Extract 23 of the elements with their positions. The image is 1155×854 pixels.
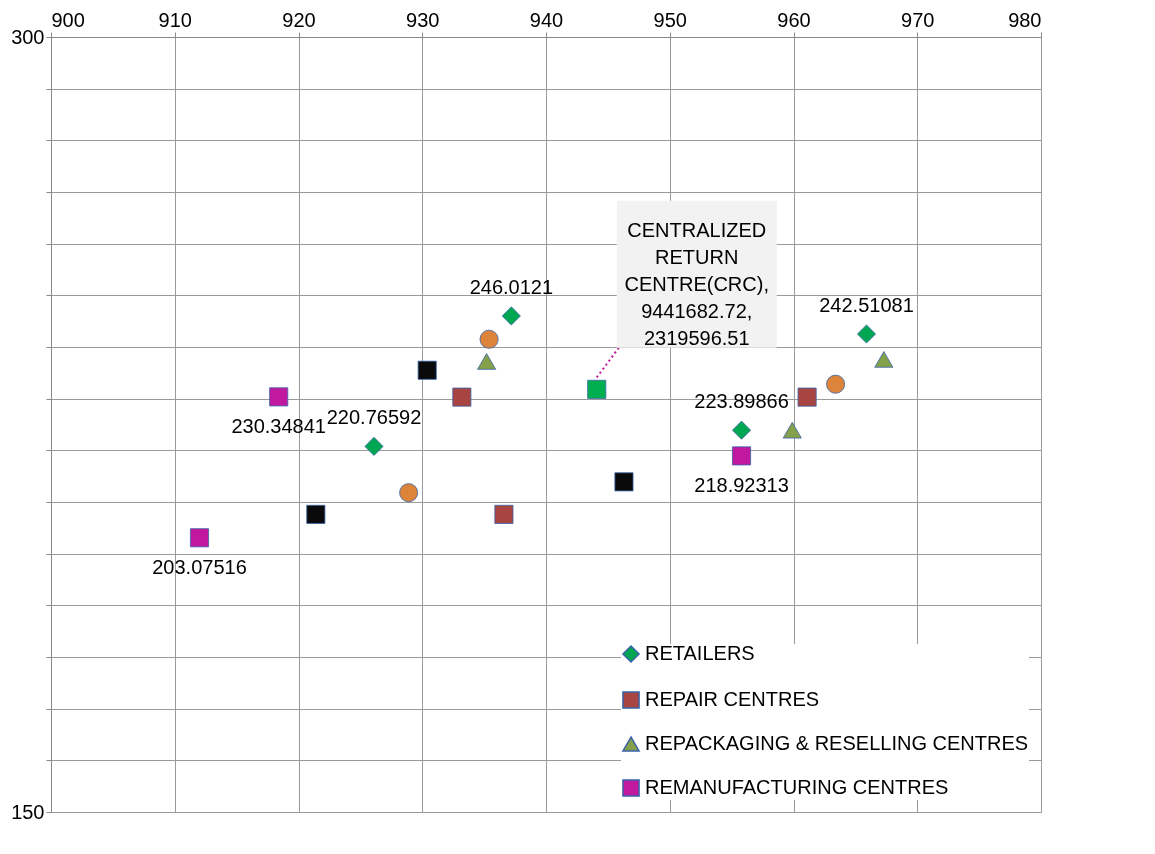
x-tick-label: 960 [777,8,811,31]
legend-label: REPACKAGING & RESELLING CENTRES [645,732,1029,754]
y-tick-label: 150 [11,800,45,823]
data-label: 220.76592 [326,406,422,429]
x-tick-label: 920 [282,8,316,31]
data-label: 242.51081 [819,294,914,317]
data-label: 246.0121 [469,275,554,298]
data-label: 223.89866 [694,390,789,413]
x-tick-label: 970 [901,8,935,31]
legend-label: REMANUFACTURING CENTRES [645,776,949,798]
x-tick-label: 900 [51,8,85,31]
legend-label: REPAIR CENTRES [645,688,820,710]
data-label: 230.34841 [231,414,326,437]
x-tick-label: 910 [158,8,192,31]
annotation: CENTRALIZED RETURN CENTRE(CRC), 9441682.72, 2319596.51 [624,218,769,349]
y-tick-label: 300 [11,25,45,48]
x-tick-label: 950 [653,8,687,31]
legend-label: RETAILERS [645,642,755,664]
x-tick-label: 930 [406,8,440,31]
x-tick-label: 980 [1008,8,1042,31]
x-tick-label: 940 [529,8,564,31]
data-label: 218.92313 [694,473,789,496]
data-label: 203.07516 [152,555,247,578]
